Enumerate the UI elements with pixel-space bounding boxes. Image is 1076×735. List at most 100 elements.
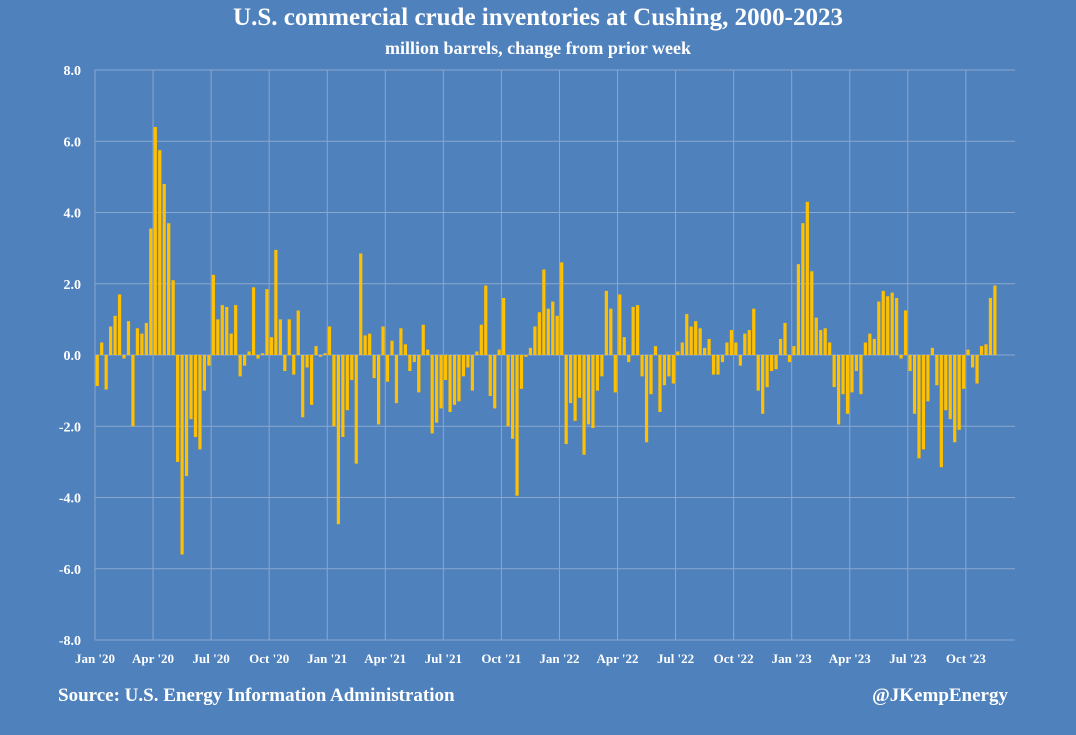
bar [216, 319, 220, 355]
bar [662, 355, 667, 386]
y-tick-label: 8.0 [64, 64, 82, 79]
bar [341, 355, 345, 437]
bar [841, 355, 845, 395]
y-tick-label: -2.0 [59, 420, 81, 435]
bar [430, 355, 434, 434]
bar [805, 201, 809, 355]
bar [292, 355, 296, 375]
bar [627, 355, 631, 363]
author-handle: @JKempEnergy [872, 685, 1008, 706]
bar [631, 306, 635, 355]
bar [716, 355, 720, 375]
bar [497, 349, 501, 355]
chart-subtitle: million barrels, change from prior week [385, 38, 691, 58]
bar [970, 355, 975, 368]
x-tick-label: Oct '21 [481, 651, 521, 666]
bar [551, 301, 555, 355]
bar [801, 223, 805, 355]
bar [917, 355, 921, 459]
bar [113, 315, 117, 355]
bar [479, 324, 483, 355]
bar [417, 355, 421, 393]
bar [488, 355, 492, 396]
bar [542, 269, 546, 355]
bar [698, 328, 702, 355]
bar [305, 355, 309, 368]
bar [948, 355, 952, 420]
bar [345, 355, 349, 411]
bar [756, 355, 760, 391]
bar [743, 333, 747, 355]
x-tick-label: Jul '22 [657, 651, 694, 666]
bar [211, 274, 215, 355]
bar [988, 298, 993, 355]
bar [470, 355, 474, 391]
bar [586, 355, 591, 425]
bar [189, 355, 193, 420]
bar [814, 317, 818, 355]
bar [126, 321, 131, 355]
bar [595, 355, 600, 391]
bar [671, 355, 675, 384]
bar [886, 296, 890, 355]
y-tick-label: -8.0 [59, 634, 81, 649]
bar [443, 355, 448, 380]
bar [604, 290, 608, 355]
x-tick-label: Apr '22 [597, 651, 639, 666]
bar [100, 342, 104, 355]
bar [845, 355, 850, 414]
bar [725, 342, 729, 355]
bar [694, 321, 698, 355]
bar [421, 324, 425, 355]
x-tick-label: Apr '23 [829, 651, 872, 666]
x-tick-label: Apr '20 [132, 651, 174, 666]
bar [332, 355, 336, 427]
source-note: Source: U.S. Energy Information Administ… [58, 685, 455, 706]
bar [533, 326, 537, 355]
chart-title: U.S. commercial crude inventories at Cus… [233, 4, 843, 31]
x-tick-label: Jul '20 [193, 651, 230, 666]
bar [202, 355, 207, 391]
bar [895, 298, 899, 355]
bar [153, 127, 157, 355]
bar [935, 355, 939, 386]
bar [903, 310, 908, 355]
bar [461, 355, 466, 377]
bar [247, 351, 251, 355]
bar [577, 355, 582, 398]
bar [452, 355, 457, 405]
bar [640, 355, 644, 377]
bar [707, 338, 711, 355]
bar [644, 355, 649, 443]
bar [260, 353, 265, 355]
bar [408, 355, 412, 372]
x-tick-label: Jan '20 [75, 651, 115, 666]
bar [787, 355, 792, 363]
bar [836, 355, 841, 425]
bar [515, 355, 519, 496]
y-tick-label: -6.0 [59, 563, 81, 578]
bar [140, 333, 144, 355]
bar [234, 305, 238, 355]
bar [993, 285, 997, 355]
bar [555, 315, 559, 355]
bar [908, 355, 912, 372]
bar [765, 355, 769, 388]
bar [966, 349, 970, 355]
bar [412, 355, 416, 363]
bar [546, 308, 550, 355]
bar [390, 340, 394, 355]
bar [359, 253, 363, 355]
bar [220, 305, 224, 355]
bar [881, 290, 885, 355]
bar [622, 337, 626, 355]
bar [778, 338, 783, 355]
bar [850, 355, 854, 393]
bar [502, 298, 506, 355]
bar [738, 355, 742, 366]
bar [734, 342, 738, 355]
bar [819, 330, 823, 355]
x-tick-label: Oct '22 [714, 651, 754, 666]
bar [618, 294, 622, 355]
